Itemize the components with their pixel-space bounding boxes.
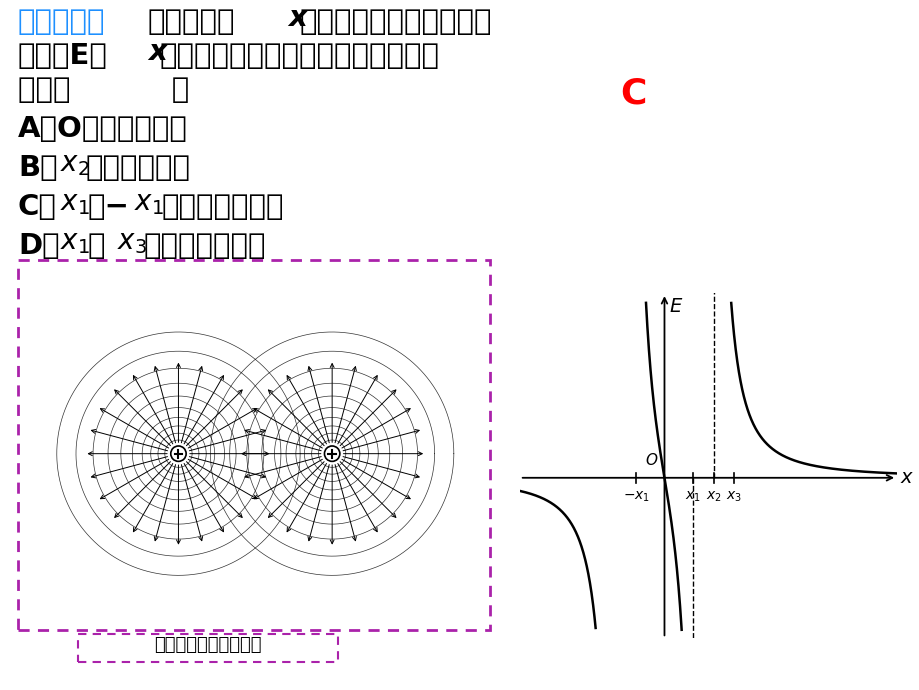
Text: 和−: 和− <box>88 193 130 221</box>
Text: $x_2$: $x_2$ <box>60 150 89 178</box>
Bar <box>78 634 337 662</box>
Text: $x_3$: $x_3$ <box>117 228 147 256</box>
Text: 两点的电势相等: 两点的电势相等 <box>144 232 267 260</box>
Text: A、O点的电势最低: A、O点的电势最低 <box>18 115 187 143</box>
Text: $E$: $E$ <box>668 297 682 316</box>
Text: 变式训练：: 变式训练： <box>18 8 106 36</box>
Circle shape <box>324 446 339 462</box>
Text: 和: 和 <box>88 232 106 260</box>
Text: x: x <box>148 38 166 66</box>
Text: $x_3$: $x_3$ <box>725 490 742 504</box>
Text: D、: D、 <box>18 232 60 260</box>
Text: 两点的电势相等: 两点的电势相等 <box>162 193 284 221</box>
Text: $x_1$: $x_1$ <box>60 189 90 217</box>
Text: $x_2$: $x_2$ <box>705 490 720 504</box>
Text: 的是（          ）: 的是（ ） <box>18 76 189 104</box>
Bar <box>18 260 490 630</box>
Text: 点的电势最高: 点的电势最高 <box>85 154 191 182</box>
Circle shape <box>171 446 186 462</box>
Text: $x_1$: $x_1$ <box>60 228 90 256</box>
Text: 空间有一沿: 空间有一沿 <box>148 8 235 36</box>
Text: 场强度E随: 场强度E随 <box>18 42 108 70</box>
Text: x: x <box>288 4 306 32</box>
Text: C: C <box>619 76 646 110</box>
Text: B、: B、 <box>18 154 58 182</box>
Text: C、: C、 <box>18 193 57 221</box>
Text: $O$: $O$ <box>644 452 658 468</box>
Text: 变化的图像如图所示。下列说法正确: 变化的图像如图所示。下列说法正确 <box>160 42 439 70</box>
Text: $x$: $x$ <box>899 469 913 487</box>
Text: $-x_1$: $-x_1$ <box>622 490 649 504</box>
Text: $x_1$: $x_1$ <box>685 490 700 504</box>
Text: $x_1$: $x_1$ <box>134 189 164 217</box>
Text: 等量同种电荷的等势面: 等量同种电荷的等势面 <box>154 636 262 654</box>
Text: 轴对称分布的电场，其电: 轴对称分布的电场，其电 <box>300 8 492 36</box>
